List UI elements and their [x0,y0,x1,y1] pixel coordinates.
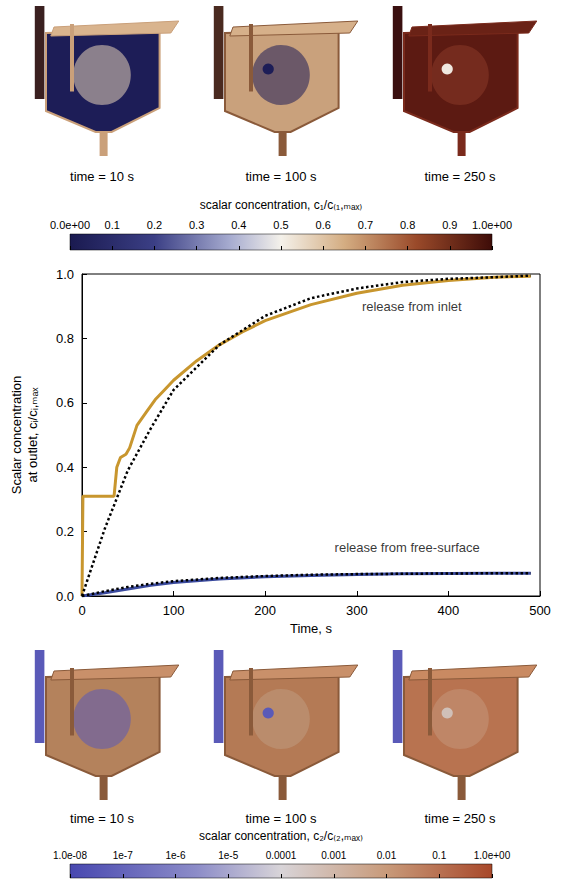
svg-text:0.4: 0.4 [56,460,74,475]
svg-text:500: 500 [529,603,551,618]
svg-text:1.0e+00: 1.0e+00 [474,850,511,861]
svg-text:0.01: 0.01 [377,850,397,861]
svg-text:Time, s: Time, s [290,621,333,636]
svg-text:0.7: 0.7 [358,219,373,231]
svg-text:0.1: 0.1 [105,219,120,231]
svg-text:1.0: 1.0 [56,267,74,282]
svg-text:0.0001: 0.0001 [266,850,297,861]
svg-text:0.9: 0.9 [442,219,457,231]
svg-text:200: 200 [254,603,276,618]
svg-text:time = 250 s: time = 250 s [424,811,496,826]
svg-text:time = 10 s: time = 10 s [70,811,134,826]
svg-text:300: 300 [346,603,368,618]
svg-text:at outlet, cᵢ/cᵢ,ₘₐₓ: at outlet, cᵢ/cᵢ,ₘₐₓ [25,387,40,483]
svg-text:100: 100 [163,603,185,618]
svg-text:1.0e-08: 1.0e-08 [53,850,87,861]
svg-text:0: 0 [78,603,85,618]
svg-text:1.0e+00: 1.0e+00 [472,219,512,231]
svg-text:scalar concentration, c₁/c₍₁,ₘ: scalar concentration, c₁/c₍₁,ₘₐₓ₎ [200,198,363,212]
svg-text:time = 100 s: time = 100 s [245,169,317,184]
svg-text:1e-6: 1e-6 [165,850,185,861]
svg-text:scalar concentration, c₂/c₍₂,ₘ: scalar concentration, c₂/c₍₂,ₘₐₓ₎ [199,829,363,843]
svg-text:1e-5: 1e-5 [218,850,238,861]
svg-text:0.6: 0.6 [316,219,331,231]
svg-text:0.6: 0.6 [56,395,74,410]
svg-text:release from inlet: release from inlet [362,299,462,314]
svg-text:0.5: 0.5 [273,219,288,231]
svg-text:time = 10 s: time = 10 s [70,169,134,184]
svg-text:time = 250 s: time = 250 s [424,169,496,184]
svg-text:0.3: 0.3 [189,219,204,231]
svg-text:0.001: 0.001 [321,850,346,861]
svg-text:0.8: 0.8 [56,331,74,346]
svg-text:release from free-surface: release from free-surface [335,540,480,555]
svg-text:0.8: 0.8 [400,219,415,231]
svg-text:0.0e+00: 0.0e+00 [50,219,90,231]
svg-text:1e-7: 1e-7 [113,850,133,861]
svg-text:Scalar concentration: Scalar concentration [9,376,24,495]
svg-text:0.4: 0.4 [231,219,246,231]
svg-text:0.1: 0.1 [432,850,446,861]
svg-text:time = 100 s: time = 100 s [245,811,317,826]
svg-text:400: 400 [438,603,460,618]
svg-text:0.2: 0.2 [147,219,162,231]
svg-text:0.0: 0.0 [56,589,74,604]
svg-text:0.2: 0.2 [56,524,74,539]
